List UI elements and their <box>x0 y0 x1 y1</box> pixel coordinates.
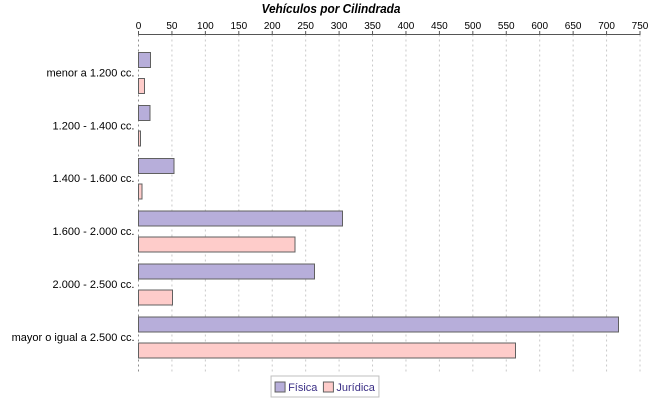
category-label: 1.400 - 1.600 cc. <box>53 173 135 185</box>
legend-item-fisica[interactable]: Física <box>274 381 318 394</box>
bar-juridica-5[interactable] <box>138 342 517 359</box>
bar-fisica-4[interactable] <box>138 263 315 280</box>
x-tick-label: 400 <box>398 21 415 32</box>
bar-fisica-3[interactable] <box>138 210 343 227</box>
bar-juridica-3[interactable] <box>138 236 296 253</box>
x-tick-label: 600 <box>531 21 548 32</box>
x-tick-label: 0 <box>136 21 142 32</box>
gridlines <box>138 34 641 373</box>
bar-juridica-1[interactable] <box>138 130 142 147</box>
x-tick-label: 450 <box>431 21 448 32</box>
legend-label: Jurídica <box>336 382 375 394</box>
x-tick-label: 200 <box>264 21 281 32</box>
x-tick-label: 100 <box>197 21 214 32</box>
bar-juridica-2[interactable] <box>138 183 143 200</box>
x-tick-label: 150 <box>230 21 247 32</box>
bar-fisica-5[interactable] <box>138 316 620 333</box>
x-tick-label: 750 <box>632 21 649 32</box>
category-labels: menor a 1.200 cc. 1.200 - 1.400 cc. 1.400 … <box>12 67 135 344</box>
bar-fisica-0[interactable] <box>138 52 152 68</box>
x-tick-label: 300 <box>331 21 348 32</box>
legend-swatch <box>274 381 286 393</box>
x-axis <box>138 31 641 35</box>
category-label: mayor o igual a 2.500 cc. <box>12 332 135 344</box>
x-tick-label: 50 <box>166 21 178 32</box>
x-tick-label: 650 <box>565 21 582 32</box>
category-label: 2.000 - 2.500 cc. <box>53 279 135 291</box>
bar-juridica-4[interactable] <box>138 289 174 306</box>
category-label: 1.200 - 1.400 cc. <box>53 120 135 132</box>
category-label: 1.600 - 2.000 cc. <box>53 226 135 238</box>
bar-juridica-0[interactable] <box>138 77 146 94</box>
bar-fisica-2[interactable] <box>138 157 175 174</box>
category-label: menor a 1.200 cc. <box>46 67 134 79</box>
legend-item-juridica[interactable]: Jurídica <box>322 381 376 394</box>
legend-label: Física <box>288 382 318 394</box>
chart-title: Vehículos por Cilindrada <box>262 1 401 16</box>
x-tick-label: 500 <box>464 21 481 32</box>
x-tick-label: 700 <box>598 21 615 32</box>
x-tick-labels: 0 50 100 150 200 250 300 350 400 450 500 550 600 650 7… <box>136 21 649 32</box>
legend: Física Jurídica <box>270 375 380 398</box>
x-tick-label: 550 <box>498 21 515 32</box>
x-tick-label: 250 <box>297 21 314 32</box>
bar-fisica-1[interactable] <box>138 104 151 121</box>
legend-swatch <box>322 381 334 393</box>
x-tick-label: 350 <box>364 21 381 32</box>
bars <box>138 52 620 359</box>
